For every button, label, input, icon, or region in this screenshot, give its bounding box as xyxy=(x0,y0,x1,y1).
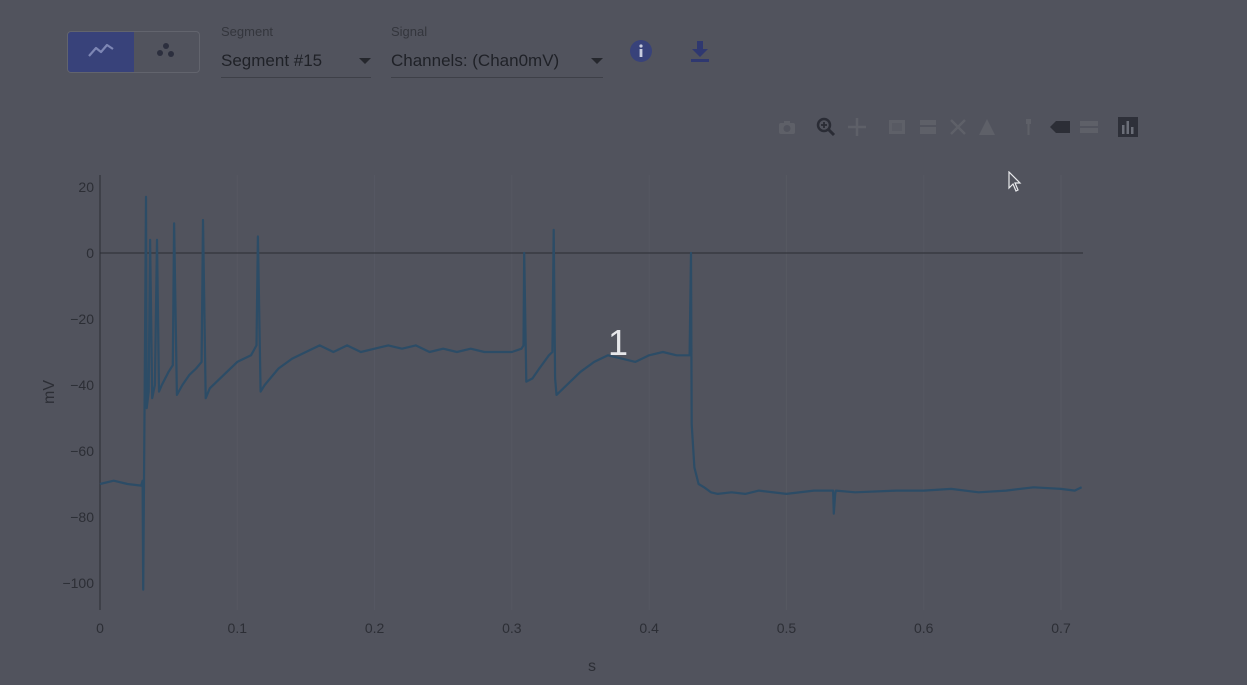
y-tick-label: 20 xyxy=(78,179,94,195)
info-icon xyxy=(629,39,653,68)
x-tick-label: 0.5 xyxy=(777,620,797,636)
x-tick-label: 0.3 xyxy=(502,620,522,636)
plotly-logo-icon[interactable] xyxy=(1117,116,1139,138)
segment-select[interactable]: Segment Segment #15 xyxy=(221,24,371,78)
x-tick-label: 0.1 xyxy=(228,620,248,636)
y-tick-label: −40 xyxy=(70,377,94,393)
x-tick-label: 0 xyxy=(96,620,104,636)
pan-icon[interactable] xyxy=(846,116,868,138)
line-chart-icon xyxy=(87,42,114,63)
x-tick-label: 0.6 xyxy=(914,620,934,636)
signal-label: Signal xyxy=(391,24,428,39)
view-mode-toggle xyxy=(67,31,200,73)
y-tick-label: −80 xyxy=(70,509,94,525)
zoom-in-icon[interactable] xyxy=(947,116,969,138)
scatter-plot-icon xyxy=(156,41,176,64)
line-view-button[interactable] xyxy=(68,32,134,72)
y-axis-label: mV xyxy=(41,380,58,404)
chevron-down-icon xyxy=(591,57,603,64)
y-tick-label: 0 xyxy=(86,245,94,261)
download-button[interactable] xyxy=(688,40,712,66)
download-icon xyxy=(690,40,710,67)
segment-value: Segment #15 xyxy=(221,50,323,70)
signal-select[interactable]: Signal Channels: (Chan0mV) xyxy=(391,24,603,78)
overlay-number: 1 xyxy=(608,322,629,363)
signal-value: Channels: (Chan0mV) xyxy=(391,50,560,70)
x-axis-label: s xyxy=(588,658,596,675)
lasso-select-icon[interactable] xyxy=(917,116,939,138)
x-tick-label: 0.2 xyxy=(365,620,385,636)
y-tick-label: −60 xyxy=(70,443,94,459)
x-tick-label: 0.4 xyxy=(639,620,659,636)
chevron-down-icon xyxy=(359,57,371,64)
x-tick-label: 0.7 xyxy=(1051,620,1071,636)
y-tick-label: −20 xyxy=(70,311,94,327)
mouse-cursor-icon xyxy=(1008,170,1022,198)
camera-icon[interactable] xyxy=(776,116,798,138)
zoom-out-icon[interactable] xyxy=(976,116,998,138)
reset-axes-icon[interactable] xyxy=(1048,116,1070,138)
zoom-icon[interactable] xyxy=(815,116,837,138)
segment-label: Segment xyxy=(221,24,274,39)
info-button[interactable] xyxy=(628,39,654,68)
y-tick-label: −100 xyxy=(62,575,94,591)
voltage-trace-line xyxy=(99,195,1083,591)
scatter-view-button[interactable] xyxy=(134,32,200,72)
spike-lines-icon[interactable] xyxy=(1078,116,1100,138)
box-select-icon[interactable] xyxy=(886,116,908,138)
autoscale-icon[interactable] xyxy=(1018,116,1040,138)
